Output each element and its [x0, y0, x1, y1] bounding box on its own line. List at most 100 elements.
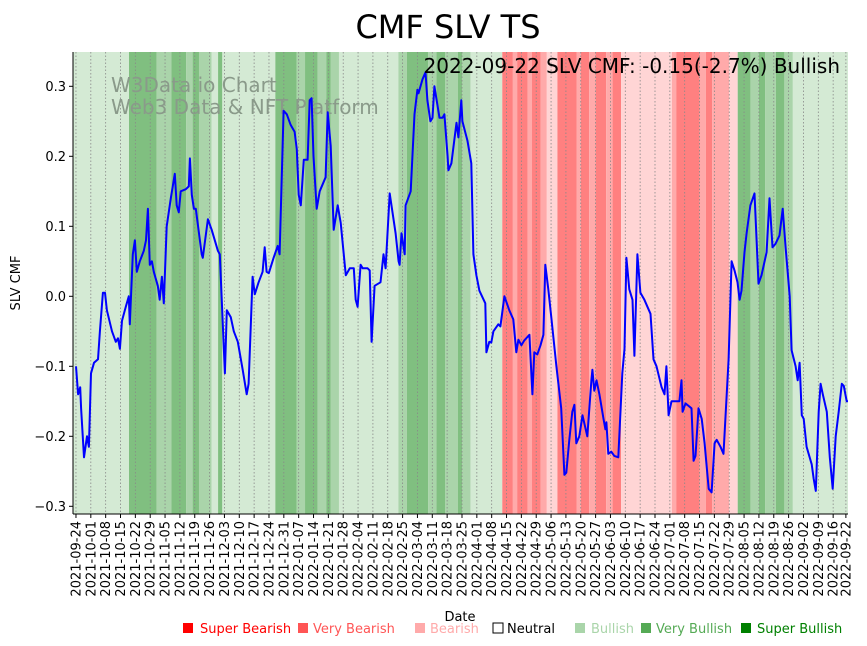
- x-tick-label: 2021-09-24: [69, 521, 84, 597]
- band-very-bearish: [606, 52, 613, 514]
- band-super-bearish: [595, 52, 607, 514]
- x-tick-label: 2022-05-13: [559, 521, 574, 597]
- x-tick-label: 2022-07-15: [693, 521, 708, 597]
- band-bearish: [546, 52, 558, 514]
- y-tick-label: −0.2: [34, 430, 66, 445]
- x-tick-label: 2022-02-18: [381, 521, 396, 597]
- band-very-bearish: [712, 52, 730, 514]
- legend-swatch-super-bearish: [183, 623, 193, 633]
- band-very-bullish: [330, 52, 339, 514]
- x-tick-label: 2021-11-05: [159, 521, 174, 597]
- band-super-bearish: [502, 52, 513, 514]
- x-tick-label: 2022-04-01: [470, 521, 485, 597]
- x-tick-label: 2022-09-16: [827, 521, 842, 597]
- band-bullish: [338, 52, 399, 514]
- watermark: W3Data.io Chart Web3 Data & NFT Platform: [111, 73, 379, 119]
- y-ticks: −0.3 −0.2 −0.1 0.0 0.1 0.2 0.3: [34, 80, 73, 515]
- band-bearish: [729, 52, 738, 514]
- y-tick-label: 0.0: [45, 290, 66, 305]
- x-tick-label: 2022-08-19: [767, 521, 782, 597]
- x-tick-label: 2022-09-02: [797, 521, 812, 597]
- x-tick-label: 2021-12-17: [248, 521, 263, 597]
- watermark-line-1: W3Data.io Chart: [111, 73, 277, 97]
- legend-swatch-super-bullish: [741, 623, 751, 633]
- y-tick-label: 0.1: [45, 220, 66, 235]
- y-tick-label: −0.1: [34, 360, 66, 375]
- chart-title: CMF SLV TS: [355, 8, 540, 46]
- x-tick-label: 2022-07-29: [723, 521, 738, 597]
- latest-value-annotation: 2022-09-22 SLV CMF: -0.15(-2.7%) Bullish: [424, 54, 840, 78]
- x-tick-label: 2022-04-15: [500, 521, 515, 597]
- band-very-bullish: [461, 52, 471, 514]
- x-tick-label: 2022-07-01: [663, 521, 678, 597]
- x-tick-label: 2021-10-22: [129, 521, 144, 597]
- x-tick-label: 2022-01-14: [307, 521, 322, 597]
- x-tick-label: 2021-12-24: [262, 521, 277, 597]
- x-tick-label: 2021-10-01: [84, 521, 99, 597]
- x-tick-label: 2022-07-22: [708, 521, 723, 597]
- x-tick-label: 2022-06-10: [619, 521, 634, 597]
- x-gridlines: [75, 52, 847, 514]
- band-very-bearish: [512, 52, 518, 514]
- x-tick-label: 2021-10-08: [99, 521, 114, 597]
- x-tick-label: 2021-11-26: [203, 521, 218, 597]
- band-very-bearish: [699, 52, 706, 514]
- x-tick-label: 2021-11-19: [188, 521, 203, 597]
- band-super-bullish: [436, 52, 446, 514]
- x-tick-label: 2022-04-29: [530, 521, 545, 597]
- x-tick-label: 2022-04-22: [515, 521, 530, 597]
- band-bullish: [211, 52, 219, 514]
- legend-label-very-bullish: Very Bullish: [656, 622, 732, 637]
- band-super-bearish: [612, 52, 622, 514]
- x-tick-label: 2021-12-31: [277, 521, 292, 597]
- x-tick-label: 2021-10-15: [114, 521, 129, 597]
- band-very-bullish: [198, 52, 212, 514]
- x-tick-label: 2022-01-28: [337, 521, 352, 597]
- series-line-slv-cmf: [75, 71, 848, 494]
- band-super-bearish: [705, 52, 713, 514]
- band-super-bullish: [171, 52, 187, 514]
- band-bullish: [792, 52, 848, 514]
- band-very-bearish: [576, 52, 581, 514]
- band-super-bullish: [775, 52, 785, 514]
- x-tick-label: 2022-05-20: [574, 521, 589, 597]
- legend-label-bullish: Bullish: [591, 622, 634, 637]
- x-tick-label: 2022-01-21: [322, 521, 337, 597]
- y-tick-label: 0.2: [45, 150, 66, 165]
- legend-swatch-very-bullish: [641, 623, 651, 633]
- y-axis-label: SLV CMF: [9, 256, 24, 311]
- band-very-bullish: [296, 52, 306, 514]
- legend: Super Bearish Very Bearish Bearish Neutral B…: [183, 622, 842, 637]
- x-tick-label: 2022-08-26: [782, 521, 797, 597]
- legend-swatch-bearish: [415, 623, 425, 633]
- x-tick-label: 2022-06-17: [634, 521, 649, 597]
- x-axis-label: Date: [444, 610, 475, 625]
- band-very-bullish: [750, 52, 759, 514]
- x-tick-label: 2022-07-08: [678, 521, 693, 597]
- x-ticks: 2021-09-24 2021-10-01 2021-10-08 2021-10-15…: [69, 514, 854, 597]
- legend-label-super-bullish: Super Bullish: [757, 622, 842, 637]
- x-tick-label: 2022-05-06: [545, 521, 560, 597]
- legend-label-neutral: Neutral: [507, 622, 555, 637]
- x-tick-label: 2021-11-12: [173, 521, 188, 597]
- y-tick-label: −0.3: [34, 500, 66, 515]
- x-tick-label: 2022-04-08: [485, 521, 500, 597]
- band-bullish: [470, 52, 503, 514]
- band-super-bearish: [517, 52, 528, 514]
- band-super-bearish: [580, 52, 590, 514]
- x-tick-label: 2021-10-29: [144, 521, 159, 597]
- band-very-bullish: [765, 52, 776, 514]
- band-super-bullish: [275, 52, 297, 514]
- y-tick-label: 0.3: [45, 80, 66, 95]
- legend-swatch-neutral: [492, 622, 504, 634]
- x-tick-label: 2022-02-04: [352, 521, 367, 597]
- band-super-bullish: [192, 52, 199, 514]
- band-bullish: [222, 52, 276, 514]
- legend-swatch-bullish: [575, 623, 585, 633]
- legend-label-super-bearish: Super Bearish: [200, 622, 291, 637]
- x-tick-label: 2022-01-07: [292, 521, 307, 597]
- band-very-bearish: [589, 52, 596, 514]
- x-tick-label: 2022-08-05: [738, 521, 753, 597]
- x-tick-label: 2022-03-25: [455, 521, 470, 597]
